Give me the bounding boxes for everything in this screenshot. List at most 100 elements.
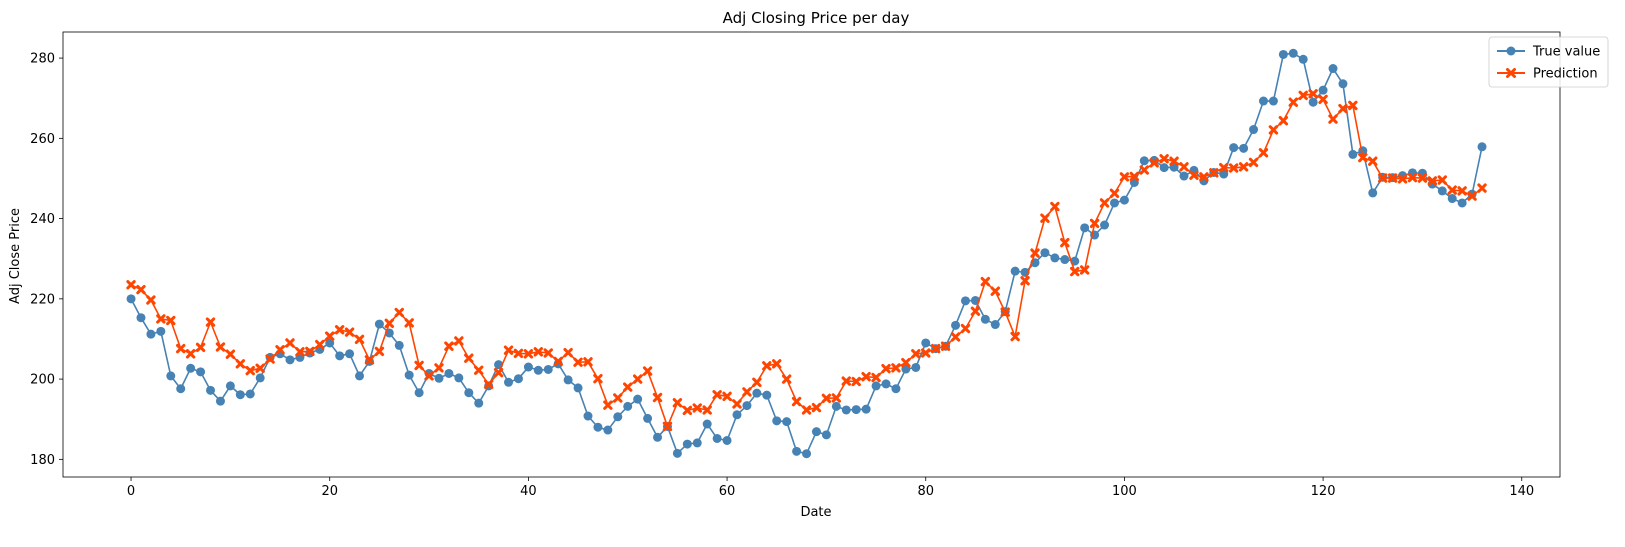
data-point	[1199, 172, 1209, 182]
data-point	[752, 388, 762, 398]
data-point	[225, 349, 236, 359]
data-point	[205, 317, 216, 327]
data-point	[563, 375, 573, 385]
data-point	[1368, 156, 1378, 166]
data-point	[285, 355, 295, 365]
y-tick-label: 240	[30, 212, 55, 227]
data-point	[186, 363, 196, 373]
data-point	[265, 354, 275, 364]
data-point	[553, 356, 563, 367]
data-point	[762, 361, 772, 371]
data-point	[344, 327, 355, 337]
data-point	[781, 374, 792, 384]
data-point	[414, 360, 424, 371]
data-point	[325, 338, 335, 348]
y-axis-ticks: 180 200 220 240 260 280	[30, 52, 63, 468]
data-point	[1368, 188, 1378, 198]
data-point	[653, 432, 663, 442]
data-point	[652, 392, 663, 403]
data-point	[1179, 162, 1189, 172]
data-point	[960, 323, 971, 334]
data-point	[1328, 64, 1338, 74]
data-point	[732, 410, 742, 420]
data-point	[752, 377, 762, 388]
data-point	[1308, 89, 1318, 99]
data-point	[245, 365, 255, 376]
data-point	[156, 314, 166, 324]
data-point	[801, 405, 812, 415]
data-point	[503, 345, 514, 355]
data-point	[593, 373, 603, 384]
data-point	[811, 427, 821, 437]
data-point	[802, 449, 812, 459]
data-point	[1070, 266, 1080, 277]
data-point	[424, 371, 434, 381]
x-tick-label: 20	[321, 484, 338, 499]
data-point	[235, 359, 246, 369]
x-tick-label: 140	[1509, 484, 1534, 499]
data-point	[1477, 183, 1487, 193]
legend-label-true-value: True value	[1532, 45, 1600, 60]
data-point	[543, 364, 553, 374]
data-point	[394, 340, 404, 350]
data-point	[434, 363, 444, 373]
data-point	[1258, 96, 1268, 106]
data-point	[861, 371, 871, 382]
data-point	[394, 307, 404, 318]
data-point	[1437, 186, 1447, 196]
data-point	[1030, 248, 1040, 258]
x-tick-label: 0	[127, 484, 135, 499]
data-point	[225, 381, 235, 391]
data-point	[782, 417, 792, 427]
data-point	[1457, 186, 1467, 196]
data-point	[593, 422, 603, 432]
data-point	[196, 367, 206, 377]
data-point	[1179, 171, 1189, 181]
data-point	[185, 349, 196, 359]
data-point	[345, 349, 355, 359]
data-point	[533, 365, 543, 375]
data-point	[126, 280, 136, 290]
data-point	[1109, 188, 1120, 199]
data-point	[334, 325, 345, 335]
data-point	[1288, 97, 1298, 107]
data-point	[404, 318, 414, 328]
data-point	[871, 381, 881, 391]
data-point	[513, 348, 524, 359]
data-point	[1159, 163, 1169, 173]
data-point	[1278, 49, 1288, 59]
data-point	[712, 433, 722, 443]
data-point	[493, 367, 504, 378]
data-point	[861, 404, 871, 414]
data-point	[613, 393, 623, 403]
data-point	[1278, 115, 1289, 126]
data-point	[702, 405, 712, 415]
data-point	[811, 402, 822, 413]
data-point	[841, 405, 851, 415]
data-point	[543, 348, 553, 358]
data-point	[821, 393, 832, 404]
data-point	[1239, 143, 1249, 153]
data-point	[970, 306, 981, 316]
data-point	[1159, 154, 1169, 164]
data-point	[374, 346, 385, 357]
data-point	[275, 345, 285, 355]
x-tick-label: 40	[520, 484, 537, 499]
data-point	[146, 295, 156, 305]
data-point	[702, 419, 712, 429]
data-point	[374, 319, 384, 329]
data-point	[1139, 165, 1149, 175]
data-point	[1477, 142, 1487, 152]
data-point	[513, 374, 523, 384]
data-point	[642, 366, 653, 376]
data-point	[146, 329, 156, 339]
data-point	[672, 448, 682, 458]
data-point	[1079, 265, 1090, 275]
data-point	[1040, 248, 1050, 258]
data-point	[603, 425, 613, 435]
data-point	[255, 373, 265, 383]
data-point	[285, 338, 295, 348]
data-point	[1248, 157, 1259, 168]
data-point	[643, 413, 653, 423]
data-point	[881, 363, 891, 374]
